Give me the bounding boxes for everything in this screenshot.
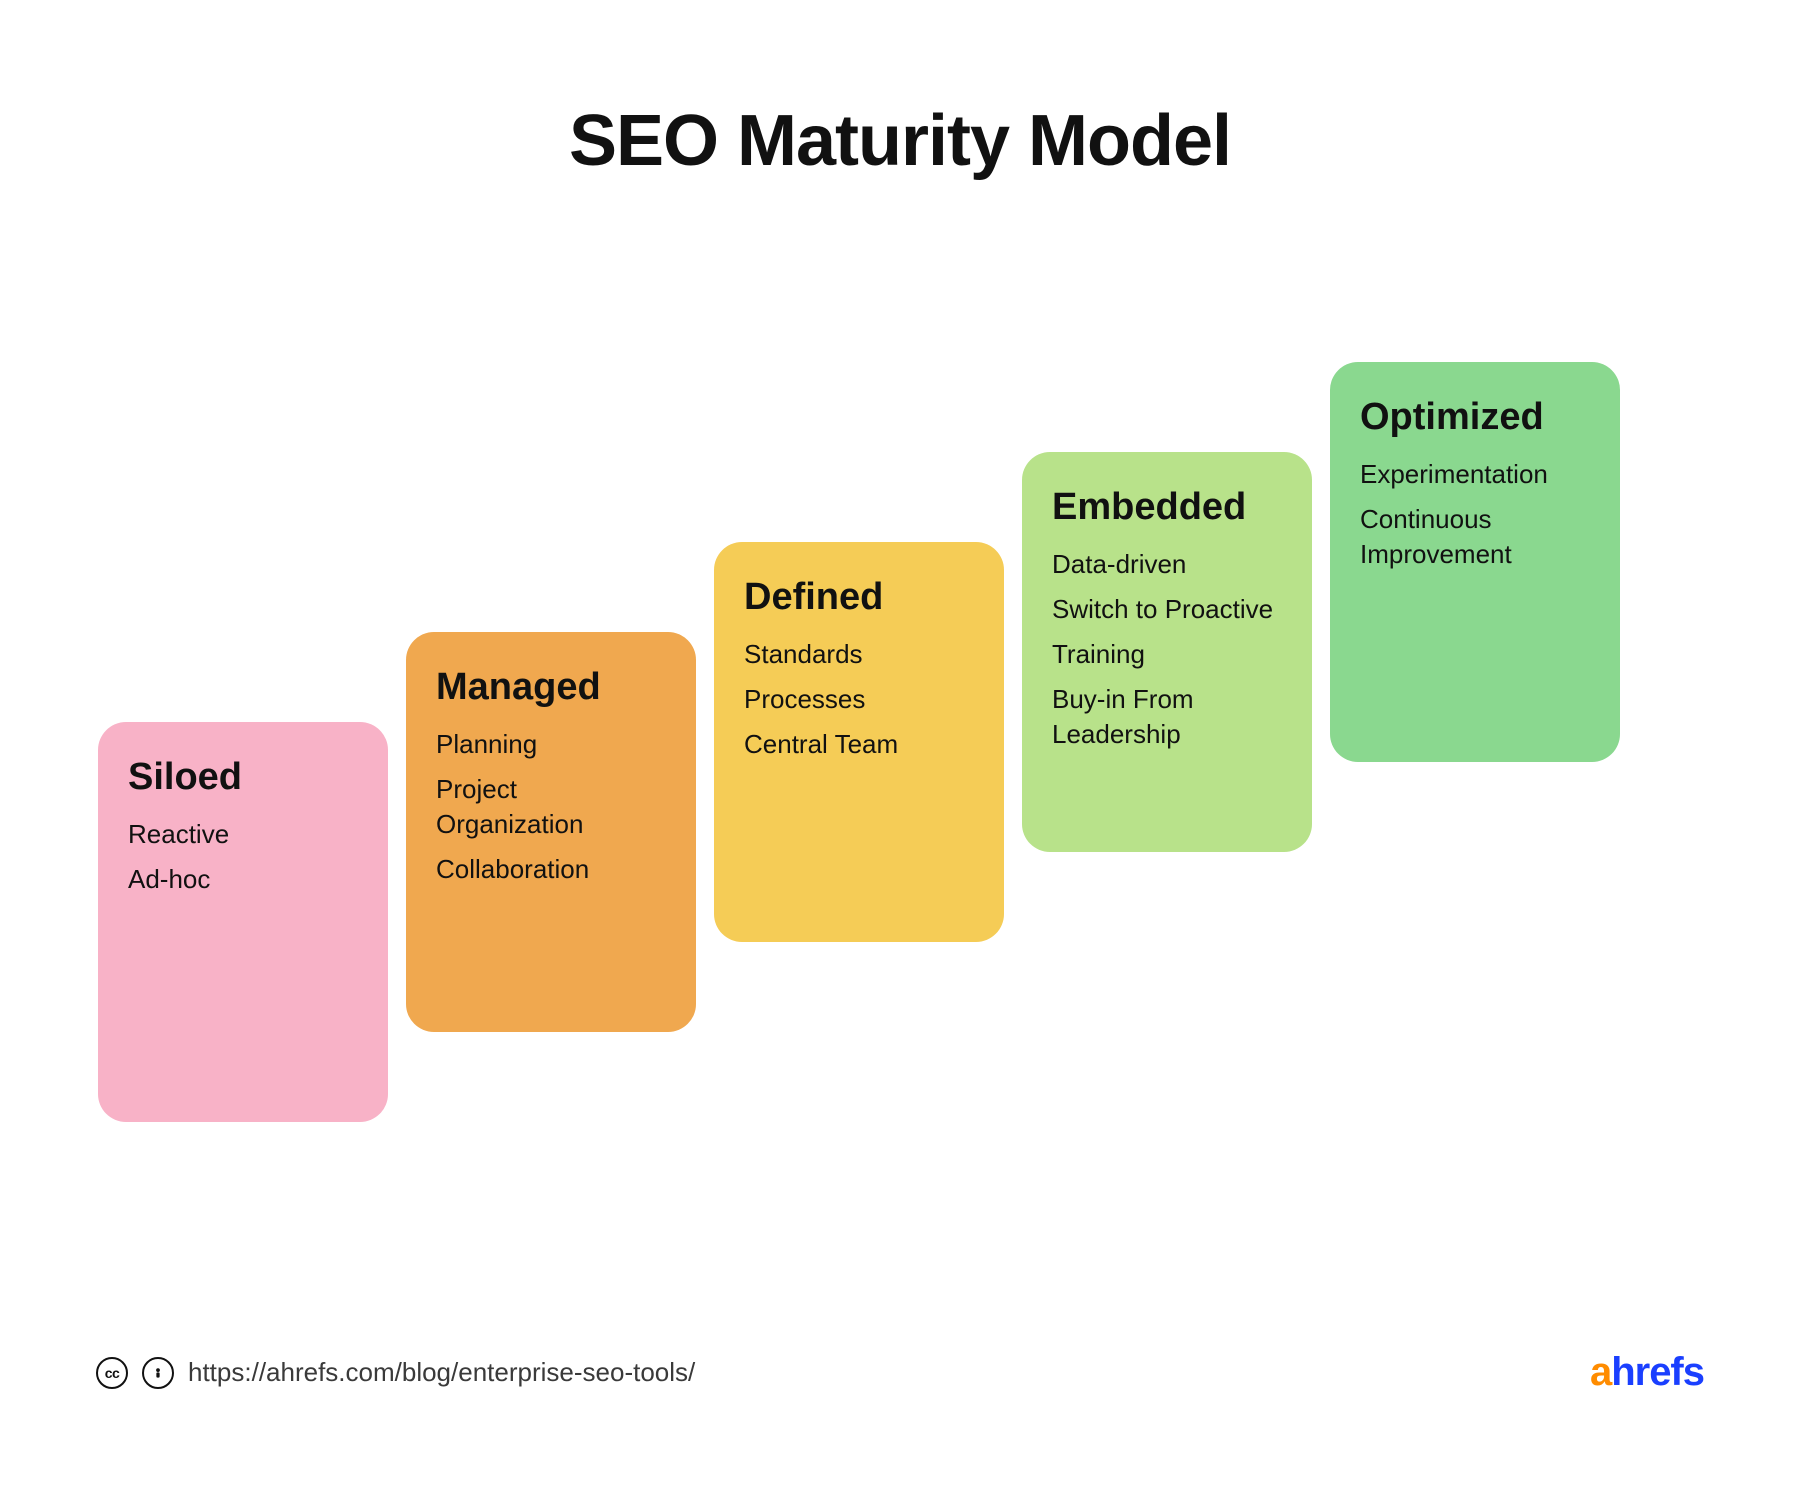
stage-item: Switch to Proactive [1052,592,1282,627]
footer-left: cc https://ahrefs.com/blog/enterprise-se… [96,1357,695,1389]
stage-title-siloed: Siloed [128,756,358,799]
stage-title-optimized: Optimized [1360,396,1590,439]
source-url: https://ahrefs.com/blog/enterprise-seo-t… [188,1357,695,1388]
stage-card-embedded: Embedded Data-driven Switch to Proactive Tr… [1022,452,1312,852]
stage-title-managed: Managed [436,666,666,709]
stage-item: Standards [744,637,974,672]
footer: cc https://ahrefs.com/blog/enterprise-se… [0,1350,1800,1395]
brand-letter-a: a [1590,1350,1611,1394]
stage-item: Data-driven [1052,547,1282,582]
stage-item: Experimentation [1360,457,1590,492]
stage-card-managed: Managed Planning Project Organization Colla… [406,632,696,1032]
infographic-title: SEO Maturity Model [0,100,1800,182]
stage-item: Processes [744,682,974,717]
maturity-stairs: Siloed Reactive Ad-hoc Managed Planning Proje… [0,242,1800,1042]
attribution-icon [142,1357,174,1389]
stage-item: Buy-in From Leadership [1052,682,1282,752]
stage-item: Central Team [744,727,974,762]
stage-item: Continuous Improvement [1360,502,1590,572]
stage-item: Training [1052,637,1282,672]
stage-card-optimized: Optimized Experimentation Continuous Impro… [1330,362,1620,762]
ahrefs-logo: ahrefs [1590,1350,1704,1395]
brand-letters-hrefs: hrefs [1611,1350,1704,1394]
stage-title-embedded: Embedded [1052,486,1282,529]
stage-item: Project Organization [436,772,666,842]
cc-icon: cc [96,1357,128,1389]
stage-item: Collaboration [436,852,666,887]
stage-card-siloed: Siloed Reactive Ad-hoc [98,722,388,1122]
stage-item: Ad-hoc [128,862,358,897]
stage-item: Reactive [128,817,358,852]
stage-title-defined: Defined [744,576,974,619]
stage-item: Planning [436,727,666,762]
stage-card-defined: Defined Standards Processes Central Team [714,542,1004,942]
